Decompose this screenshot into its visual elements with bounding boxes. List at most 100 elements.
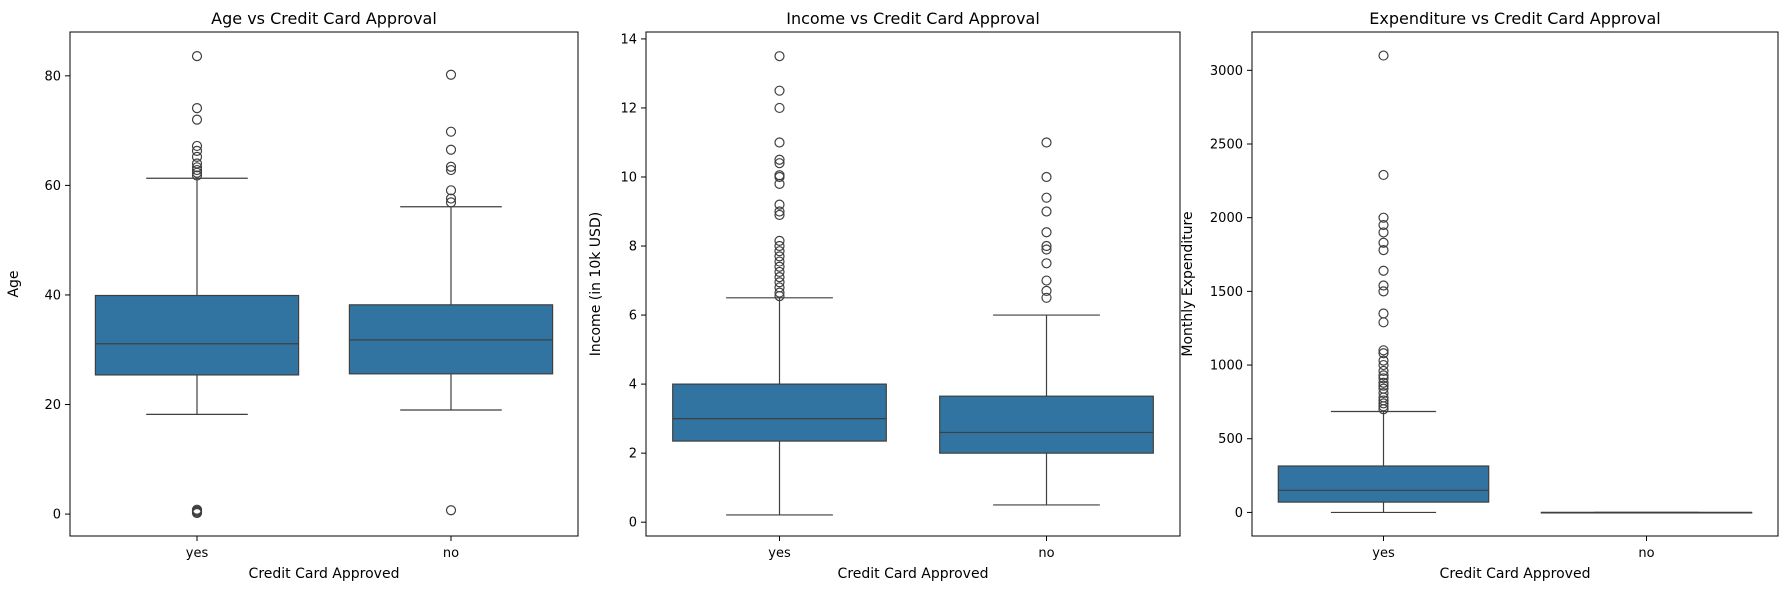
box-yes	[672, 383, 887, 442]
x-axis-label: Credit Card Approved	[838, 566, 989, 582]
outlier-point	[1378, 387, 1389, 399]
outlier-point	[1378, 308, 1389, 319]
outlier-point	[1378, 227, 1389, 238]
x-tick-label: yes	[1372, 546, 1395, 561]
y-tick-label: 0	[1235, 506, 1243, 521]
outlier-point	[1041, 258, 1052, 269]
plot-frame	[69, 31, 579, 537]
y-tick-label: 12	[620, 101, 637, 116]
outlier-point	[1378, 237, 1389, 248]
outlier-point	[774, 282, 785, 293]
y-axis-label: Monthly Expenditure	[1180, 211, 1196, 356]
outlier-point	[774, 154, 785, 165]
outlier-point	[445, 185, 457, 196]
y-tick-label: 500	[1218, 432, 1243, 447]
outlier-point	[445, 193, 457, 204]
outlier-point	[191, 170, 203, 181]
outlier-point	[1378, 380, 1389, 391]
outlier-point	[774, 199, 785, 210]
outlier-point	[191, 164, 203, 176]
outlier-point	[774, 266, 785, 278]
outlier-point	[445, 69, 457, 80]
outlier-point	[191, 162, 203, 173]
outlier-point	[445, 197, 457, 208]
outlier-point	[774, 51, 785, 62]
outlier-point	[1378, 345, 1389, 356]
outlier-point	[1041, 244, 1052, 255]
x-tick-label: no	[1638, 546, 1654, 561]
outlier-point	[1041, 206, 1052, 217]
x-axis-label: Credit Card Approved	[249, 566, 400, 582]
outlier-point	[191, 103, 203, 114]
y-axis-label: Income (in 10k USD)	[588, 212, 604, 356]
y-tick-label: 80	[44, 69, 61, 84]
outlier-point	[1378, 348, 1389, 359]
y-tick-label: 2	[629, 447, 637, 462]
outlier-point	[774, 251, 785, 262]
outlier-point	[191, 114, 203, 125]
outlier-point	[191, 158, 203, 169]
y-tick-label: 10	[620, 170, 637, 185]
y-tick-label: 40	[44, 288, 61, 303]
outlier-point	[774, 287, 785, 298]
y-tick-label: 4	[629, 378, 637, 393]
outlier-point	[1378, 398, 1389, 409]
x-tick-label: yes	[186, 546, 209, 561]
outlier-point	[191, 504, 203, 515]
outlier-point	[774, 85, 785, 96]
plot-frame	[1251, 31, 1779, 537]
outlier-point	[1041, 192, 1052, 203]
outlier-point	[1378, 383, 1389, 394]
outlier-point	[774, 256, 785, 267]
x-tick-label: yes	[768, 546, 791, 561]
y-tick-label: 3000	[1210, 64, 1243, 79]
chart-title-1: Age vs Credit Card Approval	[211, 9, 437, 28]
outlier-point	[1378, 355, 1389, 366]
outlier-point	[445, 164, 457, 176]
outlier-point	[1041, 275, 1052, 286]
y-tick-label: 1500	[1210, 285, 1243, 300]
outlier-point	[1378, 280, 1389, 291]
y-tick-label: 0	[53, 508, 61, 523]
outlier-point	[774, 277, 785, 288]
outlier-point	[1041, 171, 1052, 183]
y-tick-label: 8	[629, 240, 637, 255]
outlier-point	[1378, 50, 1389, 61]
y-tick-label: 14	[620, 32, 637, 47]
y-tick-label: 2500	[1210, 138, 1243, 153]
outlier-point	[1378, 245, 1389, 256]
x-axis-label: Credit Card Approved	[1440, 566, 1591, 582]
x-tick-label: no	[443, 546, 459, 561]
outlier-point	[445, 161, 457, 172]
outlier-point	[1378, 265, 1389, 276]
chart-title-3: Expenditure vs Credit Card Approval	[1369, 9, 1661, 28]
outlier-point	[774, 261, 785, 272]
plot-frame	[645, 31, 1181, 537]
outlier-point	[774, 209, 785, 221]
outlier-point	[445, 126, 457, 137]
outlier-point	[774, 158, 785, 169]
y-tick-label: 0	[629, 516, 637, 531]
outlier-point	[1041, 285, 1052, 297]
outlier-point	[1041, 137, 1052, 148]
outlier-point	[445, 505, 457, 516]
y-tick-label: 20	[44, 398, 61, 413]
outlier-point	[774, 271, 785, 283]
x-tick-label: no	[1038, 546, 1054, 561]
outlier-point	[1378, 395, 1389, 406]
outlier-point	[191, 145, 203, 156]
outlier-point	[1378, 219, 1389, 231]
outlier-point	[1378, 365, 1389, 377]
outlier-point	[1041, 240, 1052, 252]
outlier-point	[1378, 370, 1389, 381]
outlier-point	[191, 151, 203, 163]
outlier-point	[774, 170, 785, 181]
outlier-point	[1378, 212, 1389, 223]
outlier-point	[1041, 292, 1052, 303]
outlier-point	[774, 246, 785, 257]
outlier-point	[191, 140, 203, 152]
y-axis-label: Age	[6, 270, 22, 297]
y-tick-label: 2000	[1210, 211, 1243, 226]
outlier-point	[1378, 169, 1389, 181]
